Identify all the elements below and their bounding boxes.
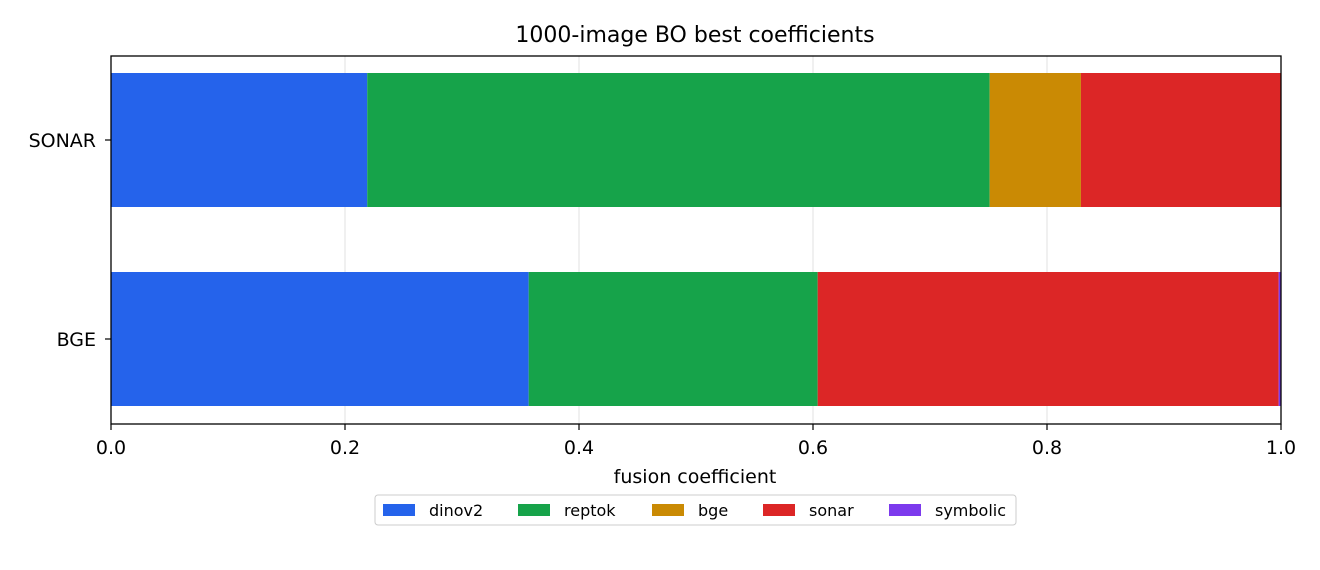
y-axis-ticks: SONAR BGE <box>29 130 111 351</box>
legend-label-symbolic: symbolic <box>935 501 1006 520</box>
chart-title: 1000-image BO best coefficients <box>515 23 874 48</box>
plot-frame <box>110 55 1282 425</box>
x-tick-label-3: 0.6 <box>798 437 828 459</box>
x-axis-label: fusion coefficient <box>614 466 777 488</box>
bar-sonar-reptok <box>367 73 990 207</box>
bar-bge-dinov2 <box>111 272 529 406</box>
legend-swatch-reptok <box>518 504 550 516</box>
bar-bge-symbolic <box>1278 272 1281 406</box>
bar-sonar-bge <box>989 73 1081 207</box>
x-tick-label-5: 1.0 <box>1266 437 1296 459</box>
legend-swatch-dinov2 <box>383 504 415 516</box>
legend-label-sonar: sonar <box>809 501 854 520</box>
legend: dinov2 reptok bge sonar symbolic <box>374 494 1017 526</box>
bar-sonar-sonar <box>1080 73 1281 207</box>
bar-bge-reptok <box>528 272 818 406</box>
y-tick-label-sonar: SONAR <box>29 130 96 152</box>
x-tick-label-1: 0.2 <box>330 437 360 459</box>
legend-swatch-sonar <box>763 504 795 516</box>
y-tick-label-bge: BGE <box>57 329 96 351</box>
bar-bge-sonar <box>817 272 1279 406</box>
legend-label-bge: bge <box>698 501 728 520</box>
legend-box <box>374 494 1017 526</box>
legend-label-dinov2: dinov2 <box>429 501 483 520</box>
legend-label-reptok: reptok <box>564 501 616 520</box>
x-axis-ticks: 0.0 0.2 0.4 0.6 0.8 1.0 <box>96 424 1296 459</box>
legend-swatch-symbolic <box>889 504 921 516</box>
bars <box>111 73 1281 406</box>
x-tick-label-0: 0.0 <box>96 437 126 459</box>
legend-swatch-bge <box>652 504 684 516</box>
bar-sonar-dinov2 <box>111 73 368 207</box>
x-tick-label-4: 0.8 <box>1032 437 1062 459</box>
x-tick-label-2: 0.4 <box>564 437 594 459</box>
